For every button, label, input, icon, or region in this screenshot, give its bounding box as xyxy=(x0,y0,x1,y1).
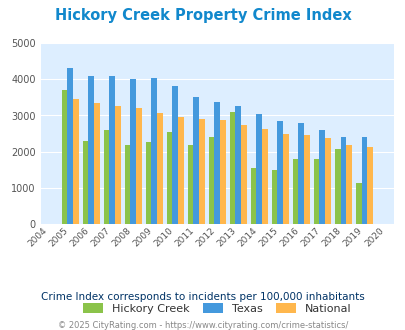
Text: © 2025 CityRating.com - https://www.cityrating.com/crime-statistics/: © 2025 CityRating.com - https://www.city… xyxy=(58,321,347,330)
Bar xyxy=(103,130,109,224)
Bar xyxy=(361,137,366,224)
Bar xyxy=(313,159,319,224)
Bar xyxy=(72,99,78,224)
Bar xyxy=(229,112,235,224)
Bar xyxy=(151,78,157,224)
Bar xyxy=(292,159,298,224)
Bar xyxy=(324,138,330,224)
Bar xyxy=(345,145,351,224)
Bar xyxy=(109,76,115,224)
Bar xyxy=(220,120,225,224)
Bar xyxy=(241,125,246,224)
Bar xyxy=(62,90,67,224)
Bar xyxy=(303,135,309,224)
Bar xyxy=(262,129,267,224)
Bar xyxy=(355,183,361,224)
Bar xyxy=(250,168,256,224)
Bar xyxy=(319,130,324,224)
Text: Hickory Creek Property Crime Index: Hickory Creek Property Crime Index xyxy=(55,8,350,23)
Bar xyxy=(67,68,72,224)
Bar xyxy=(177,117,183,224)
Bar xyxy=(166,132,172,224)
Bar xyxy=(271,170,277,224)
Bar xyxy=(115,106,120,224)
Bar xyxy=(282,134,288,224)
Bar xyxy=(187,146,193,224)
Bar xyxy=(208,137,214,224)
Bar xyxy=(198,119,204,224)
Bar xyxy=(334,148,340,224)
Bar xyxy=(124,145,130,224)
Bar xyxy=(340,137,345,224)
Bar xyxy=(94,103,99,224)
Bar xyxy=(172,86,177,224)
Bar xyxy=(157,113,162,224)
Bar xyxy=(235,106,241,224)
Bar xyxy=(130,79,136,224)
Bar xyxy=(214,102,220,224)
Bar xyxy=(366,147,372,224)
Bar xyxy=(82,141,88,224)
Bar xyxy=(277,121,282,224)
Bar xyxy=(193,97,198,224)
Text: Crime Index corresponds to incidents per 100,000 inhabitants: Crime Index corresponds to incidents per… xyxy=(41,292,364,302)
Bar xyxy=(136,108,141,224)
Bar xyxy=(88,76,94,224)
Bar xyxy=(145,142,151,224)
Legend: Hickory Creek, Texas, National: Hickory Creek, Texas, National xyxy=(79,299,355,318)
Bar xyxy=(298,123,303,224)
Bar xyxy=(256,114,262,224)
